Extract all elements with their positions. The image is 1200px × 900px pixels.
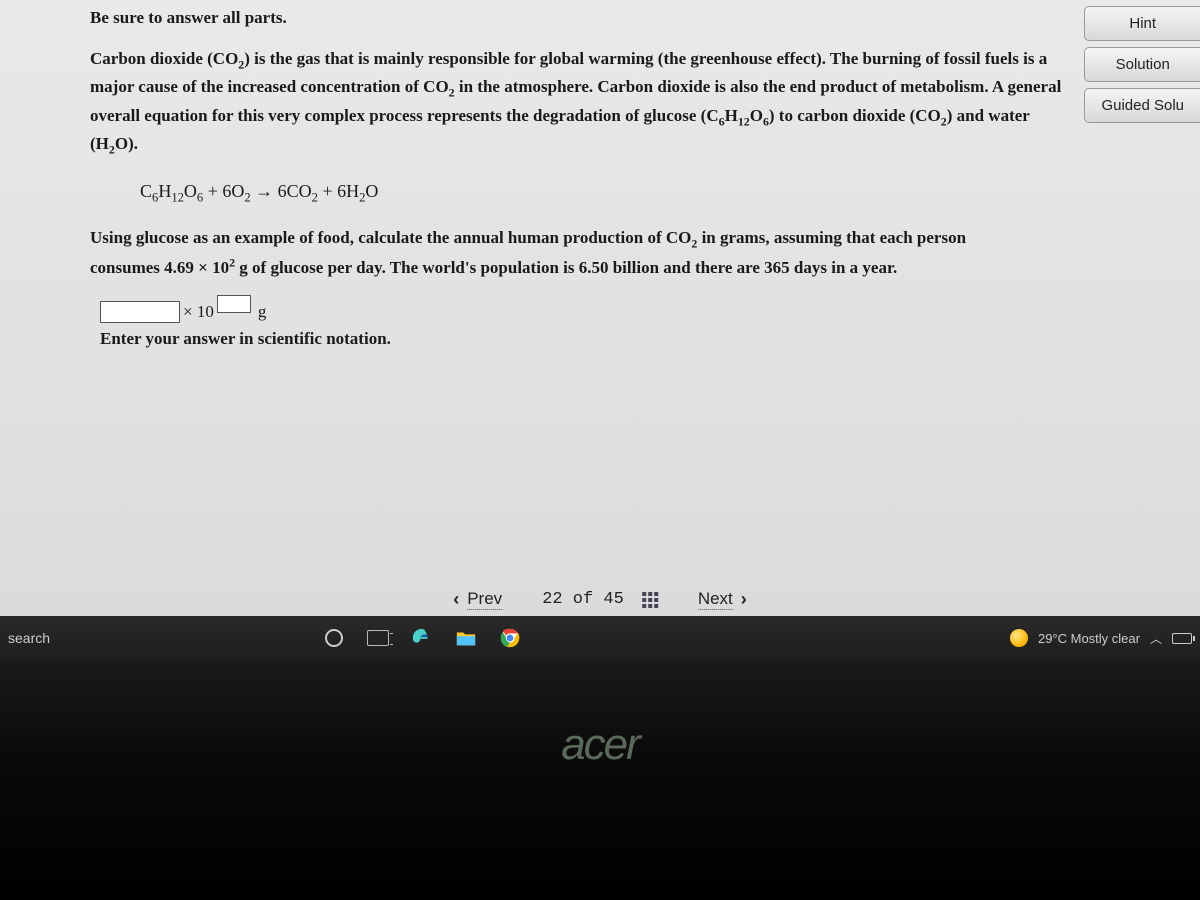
question-prompt: Using glucose as an example of food, cal… bbox=[90, 224, 1010, 281]
unit-label: g bbox=[258, 302, 267, 322]
weather-text[interactable]: 29°C Mostly clear bbox=[1038, 631, 1140, 646]
tray-overflow-icon[interactable]: ︿ bbox=[1150, 630, 1162, 647]
answer-format-hint: Enter your answer in scientific notation… bbox=[90, 329, 1110, 349]
taskbar-right: 29°C Mostly clear ︿ bbox=[1010, 629, 1192, 647]
next-label: Next bbox=[698, 589, 733, 610]
chevron-left-icon: ‹ bbox=[453, 589, 459, 610]
problem-line: Carbon dioxide (CO2) is the gas that is … bbox=[90, 49, 1061, 153]
battery-icon[interactable] bbox=[1172, 633, 1192, 644]
chevron-right-icon: › bbox=[741, 589, 747, 610]
answer-input-row: × 10 g bbox=[90, 281, 1110, 329]
times-ten-label: × 10 bbox=[183, 302, 214, 322]
next-button[interactable]: Next › bbox=[698, 589, 747, 610]
question-counter: 22 of 45 bbox=[542, 590, 658, 609]
monitor-bezel: acer bbox=[0, 660, 1200, 900]
file-explorer-icon[interactable] bbox=[446, 620, 486, 656]
cortana-icon[interactable] bbox=[314, 620, 354, 656]
task-view-icon[interactable] bbox=[358, 620, 398, 656]
weather-icon bbox=[1010, 629, 1028, 647]
count-text: 22 of 45 bbox=[542, 590, 624, 609]
windows-taskbar: search bbox=[0, 616, 1200, 660]
prev-button[interactable]: ‹ Prev bbox=[453, 589, 502, 610]
question-content: Be sure to answer all parts. Carbon diox… bbox=[0, 0, 1200, 349]
instruction-text: Be sure to answer all parts. bbox=[90, 0, 1110, 46]
search-label[interactable]: search bbox=[8, 630, 70, 646]
taskbar-left: search bbox=[8, 620, 530, 656]
coefficient-input[interactable] bbox=[100, 301, 180, 323]
chemical-equation: C6H12O6 + 6O2 → 6CO2 + 6H2O bbox=[90, 159, 1110, 224]
question-line: Using glucose as an example of food, cal… bbox=[90, 228, 966, 277]
question-nav: ‹ Prev 22 of 45 Next › bbox=[453, 589, 747, 610]
problem-statement: Carbon dioxide (CO2) is the gas that is … bbox=[90, 46, 1070, 159]
app-screen: Hint Solution Guided Solu Be sure to ans… bbox=[0, 0, 1200, 660]
chrome-icon[interactable] bbox=[490, 620, 530, 656]
prev-label: Prev bbox=[467, 589, 502, 610]
edge-icon[interactable] bbox=[402, 620, 442, 656]
acer-logo: acer bbox=[561, 720, 639, 770]
exponent-input[interactable] bbox=[217, 295, 251, 313]
grid-icon[interactable] bbox=[642, 592, 658, 608]
